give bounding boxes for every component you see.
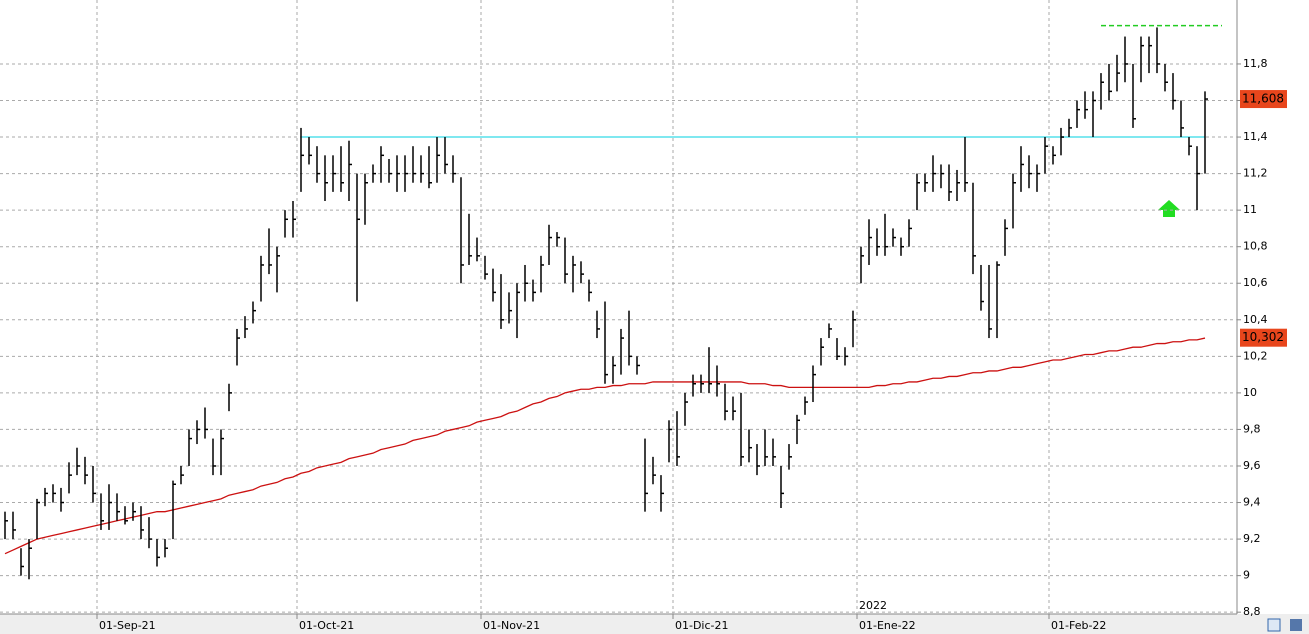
save-icon[interactable] xyxy=(1290,619,1302,631)
moving-average xyxy=(4,337,1206,555)
x-tick-label: 01-Dic-21 xyxy=(675,619,729,632)
price-tag xyxy=(1240,90,1287,109)
y-tick-label: 9,2 xyxy=(1243,532,1261,545)
y-tick-label: 10 xyxy=(1243,386,1257,399)
y-tick-label: 10,8 xyxy=(1243,240,1268,253)
x-tick-label: 01-Feb-22 xyxy=(1051,619,1106,632)
settings-icon[interactable] xyxy=(1267,618,1281,632)
y-tick-label: 9,8 xyxy=(1243,422,1261,435)
y-tick-label: 11,2 xyxy=(1243,167,1268,180)
y-tick-label: 9,6 xyxy=(1243,459,1261,472)
y-tick-label: 11 xyxy=(1243,203,1257,216)
y-tick-label: 10,4 xyxy=(1243,313,1268,326)
x-tick-label: 01-Ene-22 xyxy=(859,619,916,632)
price-tag-label: 11,608 xyxy=(1242,92,1284,106)
y-tick-label: 10,2 xyxy=(1243,349,1268,362)
y-tick-label: 11,4 xyxy=(1243,130,1268,143)
y-tick-label: 11,8 xyxy=(1243,57,1268,70)
price-tag-label: 10,302 xyxy=(1242,330,1284,344)
y-tick-label: 8,8 xyxy=(1243,605,1261,618)
y-tick-label: 9,4 xyxy=(1243,496,1261,509)
y-tick-label: 10,6 xyxy=(1243,276,1268,289)
plot-area xyxy=(0,0,1237,614)
year-label: 2022 xyxy=(859,599,887,612)
price-tag xyxy=(1240,328,1287,347)
x-axis-strip xyxy=(0,614,1309,634)
x-tick-label: 01-Nov-21 xyxy=(483,619,540,632)
up-arrow xyxy=(1158,200,1180,217)
x-tick-label: 01-Sep-21 xyxy=(99,619,156,632)
y-tick-label: 9 xyxy=(1243,569,1250,582)
x-tick-label: 01-Oct-21 xyxy=(299,619,354,632)
